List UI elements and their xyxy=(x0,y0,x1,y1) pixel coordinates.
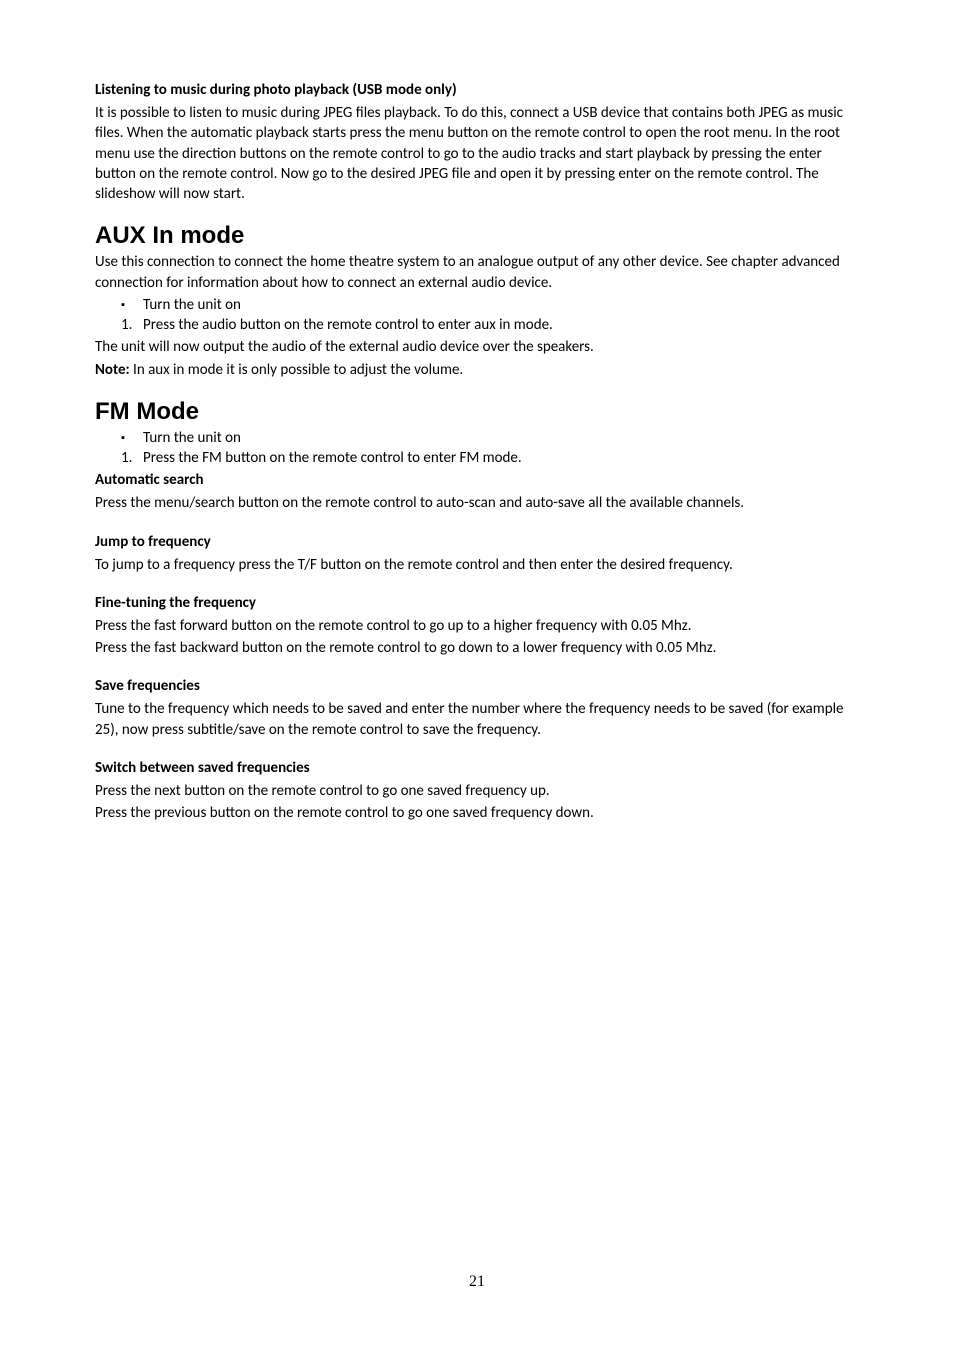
note-text: In aux in mode it is only possible to ad… xyxy=(130,361,464,379)
body-automatic-search: Press the menu/search button on the remo… xyxy=(95,493,859,513)
aux-numbered-list: 1.Press the audio button on the remote c… xyxy=(95,315,859,335)
heading-fm-mode: FM Mode xyxy=(95,398,859,426)
fine-tuning-line1: Press the fast forward button on the rem… xyxy=(95,616,859,636)
aux-numbered-item: 1.Press the audio button on the remote c… xyxy=(143,315,859,335)
section-save-frequencies: Save frequencies Tune to the frequency w… xyxy=(95,676,859,740)
section-fine-tuning: Fine-tuning the frequency Press the fast… xyxy=(95,593,859,659)
heading-aux-in-mode: AUX In mode xyxy=(95,222,859,250)
title-jump-frequency: Jump to frequency xyxy=(95,532,859,553)
list-number: 1. xyxy=(121,448,143,468)
document-page: Listening to music during photo playback… xyxy=(0,0,954,1351)
list-number: 1. xyxy=(121,315,143,335)
switch-line1: Press the next button on the remote cont… xyxy=(95,781,859,801)
aux-note-line: Note: In aux in mode it is only possible… xyxy=(95,360,859,380)
switch-line2: Press the previous button on the remote … xyxy=(95,803,859,823)
body-save-frequencies: Tune to the frequency which needs to be … xyxy=(95,699,859,740)
section-switch-frequencies: Switch between saved frequencies Press t… xyxy=(95,758,859,824)
aux-numbered-text: Press the audio button on the remote con… xyxy=(143,316,553,334)
title-save-frequencies: Save frequencies xyxy=(95,676,859,697)
aux-bullet-list: Turn the unit on xyxy=(95,295,859,315)
section-automatic-search: Automatic search Press the menu/search b… xyxy=(95,470,859,513)
fm-numbered-list: 1.Press the FM button on the remote cont… xyxy=(95,448,859,468)
aux-bullet-text: Turn the unit on xyxy=(143,296,241,314)
fm-numbered-text: Press the FM button on the remote contro… xyxy=(143,449,522,467)
section-body-listening: It is possible to listen to music during… xyxy=(95,103,859,204)
fm-bullet-text: Turn the unit on xyxy=(143,429,241,447)
aux-bullet-item: Turn the unit on xyxy=(143,295,859,315)
aux-intro-text: Use this connection to connect the home … xyxy=(95,252,859,293)
section-listening-music: Listening to music during photo playback… xyxy=(95,80,859,204)
fine-tuning-line2: Press the fast backward button on the re… xyxy=(95,638,859,658)
section-jump-frequency: Jump to frequency To jump to a frequency… xyxy=(95,532,859,575)
title-switch-frequencies: Switch between saved frequencies xyxy=(95,758,859,779)
aux-output-line: The unit will now output the audio of th… xyxy=(95,337,859,357)
title-automatic-search: Automatic search xyxy=(95,470,859,491)
section-title-listening: Listening to music during photo playback… xyxy=(95,80,859,101)
body-jump-frequency: To jump to a frequency press the T/F but… xyxy=(95,555,859,575)
fm-bullet-list: Turn the unit on xyxy=(95,428,859,448)
note-label: Note: xyxy=(95,361,130,379)
fm-bullet-item: Turn the unit on xyxy=(143,428,859,448)
page-number: 21 xyxy=(0,1273,954,1291)
title-fine-tuning: Fine-tuning the frequency xyxy=(95,593,859,614)
fm-numbered-item: 1.Press the FM button on the remote cont… xyxy=(143,448,859,468)
